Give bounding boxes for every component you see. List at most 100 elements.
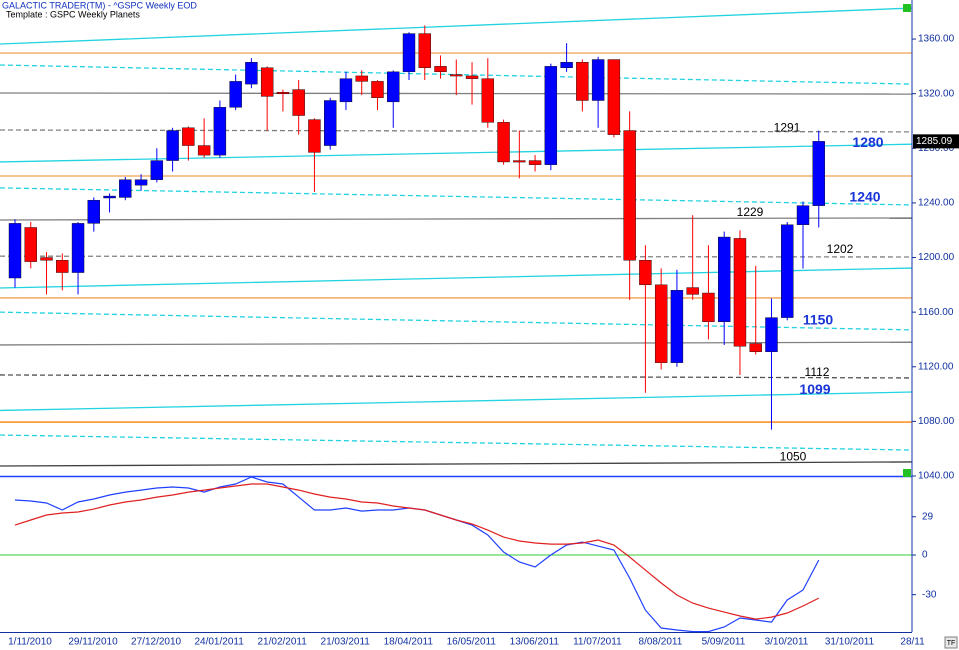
x-tick-label: 13/06/2011 (510, 637, 560, 648)
x-tick-label: 16/05/2011 (447, 637, 497, 648)
level-label: 1291 (774, 120, 801, 134)
candle-body (197, 145, 211, 156)
y-tick-label: -30 (922, 589, 937, 600)
panel-handle[interactable] (903, 4, 911, 12)
x-tick-label: 5/09/2011 (702, 637, 746, 648)
candle-body (544, 66, 558, 165)
candle-body (418, 33, 431, 68)
candle-body (245, 62, 258, 85)
candle-body (639, 260, 652, 286)
candle-body (229, 81, 242, 108)
y-tick-label: 1360.00 (918, 34, 955, 45)
candle-body (670, 290, 684, 363)
tf-icon: TF (947, 640, 956, 647)
candle-body (623, 130, 636, 261)
candle-body (434, 66, 447, 73)
tf-button[interactable] (944, 636, 958, 649)
candle-body (40, 257, 53, 261)
x-tick-label: 28/11 (900, 637, 925, 648)
candle-body (450, 74, 463, 77)
planet-line (0, 374, 912, 379)
x-tick-label: 1/11/2010 (8, 637, 52, 648)
candle-body (213, 107, 227, 156)
candle-body (481, 78, 494, 123)
candle-body (402, 33, 416, 73)
chart-subtitle: Template : GSPC Weekly Planets (6, 9, 140, 19)
candle-body (8, 223, 22, 279)
planet-line (0, 311, 912, 331)
planet-line (0, 255, 912, 258)
candle-body (654, 284, 668, 363)
y-tick-label: 1040.00 (918, 471, 955, 482)
candle-body (733, 238, 747, 347)
level-label: 1240 (849, 189, 880, 205)
oscillator-line (14, 483, 820, 620)
candle-body (308, 119, 321, 153)
y-tick-label: 1280.00 (918, 143, 955, 154)
candle-body (103, 195, 116, 199)
y-tick-label: 0 (922, 550, 928, 561)
x-tick-label: 3/10/2011 (765, 637, 809, 648)
candle-body (765, 317, 778, 352)
last-price-box (913, 134, 959, 149)
price-panel (0, 7, 912, 467)
y-tick-label: 1160.00 (918, 307, 954, 318)
candle-body (781, 224, 794, 318)
candle-body (182, 127, 195, 146)
planet-line (0, 7, 912, 45)
level-label: 1229 (737, 205, 764, 219)
candle-body (87, 199, 101, 224)
candle-body (576, 62, 589, 101)
y-tick-label: 1200.00 (918, 252, 955, 263)
candle-body (718, 236, 731, 322)
candle-body (260, 67, 274, 97)
y-tick-label: 1120.00 (918, 361, 954, 372)
x-tick-label: 21/03/2011 (321, 637, 371, 648)
candle-body (276, 92, 290, 95)
x-tick-label: 8/08/2011 (639, 637, 683, 648)
planet-line (0, 341, 912, 346)
candle-body (166, 130, 179, 161)
candle-body (607, 59, 621, 135)
last-price-label: 1285.09 (916, 136, 953, 147)
candle-body (134, 179, 148, 186)
x-tick-label: 24/01/2011 (194, 637, 244, 648)
planet-line (0, 267, 912, 289)
y-tick-label: 1080.00 (918, 416, 955, 427)
level-label: 1280 (852, 134, 883, 150)
candle-body (56, 260, 69, 273)
candle-body (339, 78, 353, 103)
planet-line (0, 434, 912, 451)
candle-body (513, 160, 526, 163)
planet-line (0, 187, 912, 206)
candle-body (292, 89, 305, 116)
candle-body (686, 287, 699, 295)
candle-body (796, 205, 810, 225)
x-tick-label: 21/02/2011 (258, 637, 308, 648)
planet-line (0, 129, 912, 133)
overlay: 1040.00 1080.00 1120.00 1160.00 1200.00 1240.… (8, 34, 959, 648)
planet-line (0, 143, 912, 163)
candle-body (560, 62, 573, 68)
candle-body (371, 81, 384, 98)
level-label: 1112 (805, 365, 830, 379)
candle-body (24, 227, 37, 262)
candle-body (497, 122, 510, 163)
y-tick-label: 1240.00 (918, 198, 955, 209)
level-label: 1150 (803, 312, 834, 328)
candle-body (702, 292, 715, 322)
candle-body (324, 100, 337, 146)
x-tick-label: 18/04/2011 (384, 637, 434, 648)
candle-body (749, 343, 762, 352)
candle-body (528, 160, 542, 165)
candle-body (387, 71, 400, 103)
candle-body (812, 141, 825, 206)
candle-body (591, 59, 605, 101)
x-tick-label: 11/07/2011 (573, 637, 622, 648)
candle-body (150, 160, 164, 180)
y-tick-label: 29 (922, 511, 934, 522)
panel-handle[interactable] (903, 469, 911, 477)
chart-title: GALACTIC TRADER(TM) - ^GSPC Weekly EOD (2, 0, 197, 10)
x-tick-label: 29/11/2010 (68, 637, 118, 648)
